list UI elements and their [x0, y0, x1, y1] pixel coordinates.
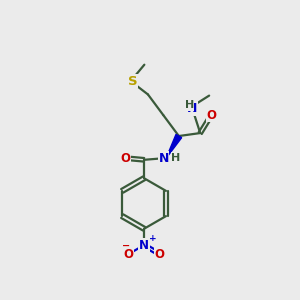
- Text: N: N: [139, 238, 149, 252]
- Text: S: S: [128, 74, 137, 88]
- Text: +: +: [149, 234, 157, 243]
- Text: O: O: [206, 109, 216, 122]
- Text: −: −: [122, 241, 130, 251]
- Text: H: H: [171, 153, 181, 163]
- Text: N: N: [187, 102, 197, 115]
- Text: O: O: [124, 248, 134, 260]
- Text: N: N: [158, 152, 169, 165]
- Polygon shape: [166, 134, 182, 158]
- Text: O: O: [120, 152, 130, 165]
- Text: H: H: [185, 100, 194, 110]
- Text: O: O: [154, 248, 164, 260]
